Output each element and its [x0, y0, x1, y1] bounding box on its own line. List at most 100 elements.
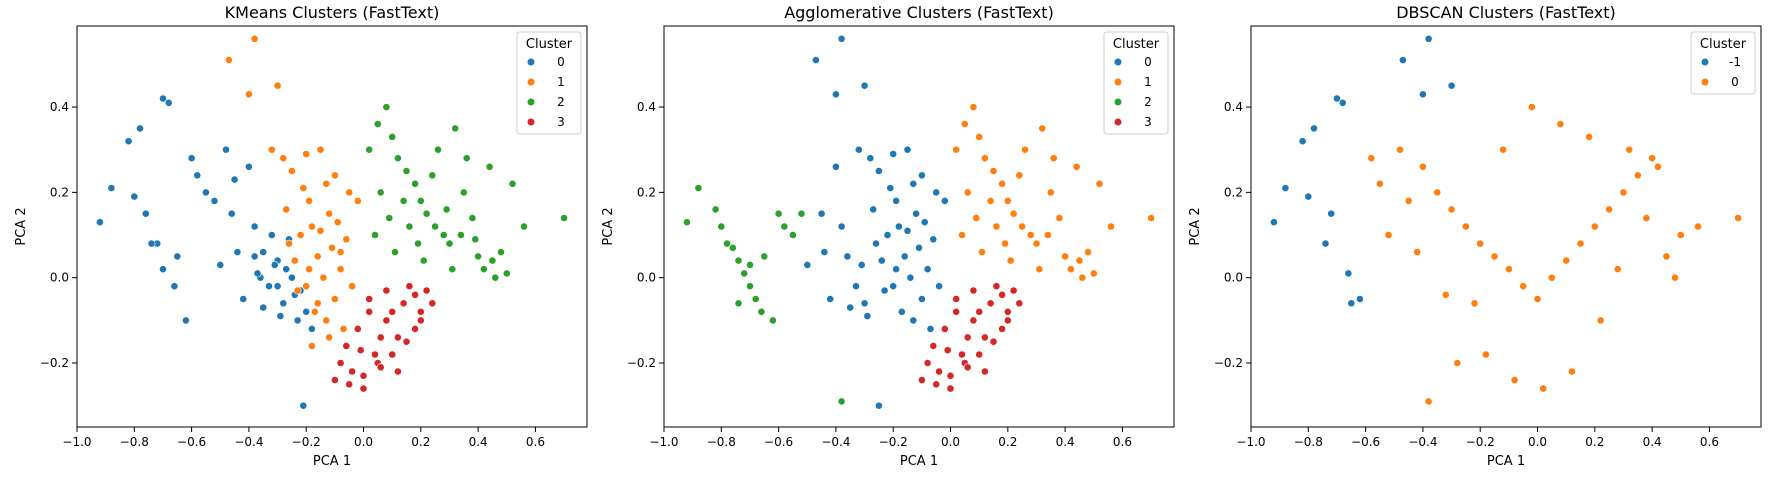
scatter-point — [267, 231, 276, 239]
scatter-point — [1298, 137, 1307, 146]
scatter-point — [428, 171, 437, 180]
scatter-point — [1026, 231, 1035, 239]
scatter-point — [1310, 124, 1318, 133]
scatter-point — [797, 209, 806, 218]
axes-frame — [663, 25, 1175, 428]
y-axis-label: PCA 2 — [1188, 207, 1203, 245]
scatter-point — [1676, 231, 1685, 239]
scatter-point — [1419, 90, 1427, 99]
scatter-point — [224, 56, 233, 64]
y-tick-label: 0.0 — [50, 271, 69, 285]
scatter-point — [181, 316, 190, 325]
scatter-point — [1413, 248, 1422, 256]
scatter-point — [276, 312, 285, 320]
scatter-point — [402, 167, 411, 175]
scatter-point — [832, 162, 840, 171]
scatter-point — [330, 376, 339, 384]
scatter-point — [411, 324, 419, 333]
scatter-point — [124, 137, 133, 146]
scatter-point — [740, 269, 749, 278]
scatter-point — [769, 316, 777, 325]
scatter-point — [972, 214, 981, 222]
scatter-point — [336, 265, 345, 274]
legend-title: Cluster — [526, 37, 573, 52]
scatter-point — [471, 235, 480, 244]
scatter-point — [1396, 145, 1404, 154]
scatter-point — [431, 222, 439, 231]
legend: Cluster 0 1 2 3 — [516, 31, 582, 135]
scatter-point — [1399, 56, 1407, 64]
scatter-point — [285, 239, 293, 248]
scatter-point — [479, 265, 488, 274]
scatter-point — [325, 333, 333, 342]
scatter-point — [462, 154, 471, 163]
y-tick-label: −0.2 — [1214, 356, 1243, 370]
scatter-point — [376, 333, 385, 342]
scatter-point — [299, 184, 308, 192]
legend-entry-label: 1 — [557, 75, 565, 89]
scatter-point — [1107, 222, 1115, 231]
x-tick-label: −0.8 — [1294, 435, 1323, 449]
scatter-point — [393, 367, 402, 376]
scatter-point — [388, 350, 397, 359]
scatter-point — [141, 209, 150, 218]
scatter-point — [1032, 239, 1041, 248]
scatter-point — [929, 235, 938, 244]
legend-entry-label: 2 — [1144, 95, 1152, 109]
scatter-point — [986, 196, 995, 205]
legend-marker — [1700, 57, 1710, 67]
scatter-point — [302, 282, 311, 291]
x-tick-label: −0.8 — [120, 435, 149, 449]
scatter-point — [253, 269, 262, 278]
scatter-point — [1654, 162, 1662, 171]
scatter-point — [342, 341, 351, 350]
scatter-point — [382, 316, 391, 325]
scatter-point — [365, 295, 374, 303]
scatter-point — [969, 286, 978, 295]
scatter-point — [233, 248, 242, 256]
scatter-point — [1694, 222, 1702, 231]
legend-entry-label: 0 — [1144, 55, 1152, 69]
x-tick-label: 0.4 — [469, 435, 488, 449]
scatter-point — [1075, 256, 1084, 265]
x-tick-label: 0.6 — [1700, 435, 1719, 449]
scatter-point — [210, 196, 219, 205]
scatter-point — [1009, 286, 1018, 295]
scatter-point — [1072, 162, 1081, 171]
scatter-point — [728, 243, 737, 252]
scatter-point — [290, 256, 299, 265]
x-tick-label: 0.0 — [941, 435, 960, 449]
scatter-point — [751, 295, 760, 303]
scatter-point — [273, 282, 282, 291]
scatter-point — [746, 282, 754, 291]
scatter-point — [296, 231, 305, 239]
x-tick-label: −0.2 — [1466, 435, 1495, 449]
scatter-point — [442, 205, 451, 214]
scatter-point — [1605, 205, 1613, 214]
scatter-points — [683, 34, 1155, 410]
chart-panel-3: −1.0 −0.8 −0.6 −0.4 −0.2 0.0 0.2 0.4 0.6 −0.2 0.0 0… — [1188, 3, 1762, 469]
scatter-point — [1642, 214, 1651, 222]
x-tick-label: −0.2 — [292, 435, 321, 449]
scatter-point — [918, 376, 926, 384]
scatter-point — [889, 150, 898, 158]
scatter-point — [485, 162, 494, 171]
scatter-point — [875, 401, 883, 410]
scatter-point — [943, 346, 952, 355]
scatter-point — [883, 231, 892, 239]
x-tick-label: 0.2 — [1585, 435, 1604, 449]
scatter-point — [978, 248, 986, 256]
scatter-point — [1061, 252, 1069, 261]
x-axis-label: PCA 1 — [1487, 454, 1525, 469]
scatter-point — [1006, 256, 1015, 265]
scatter-point — [376, 363, 385, 372]
scatter-point — [889, 282, 898, 291]
scatter-point — [1333, 94, 1341, 103]
scatter-point — [299, 401, 308, 410]
scatter-point — [866, 154, 875, 163]
scatter-point — [998, 290, 1006, 299]
scatter-point — [760, 252, 769, 261]
scatter-point — [130, 192, 139, 201]
scatter-point — [382, 286, 391, 295]
scatter-point — [1490, 252, 1499, 261]
